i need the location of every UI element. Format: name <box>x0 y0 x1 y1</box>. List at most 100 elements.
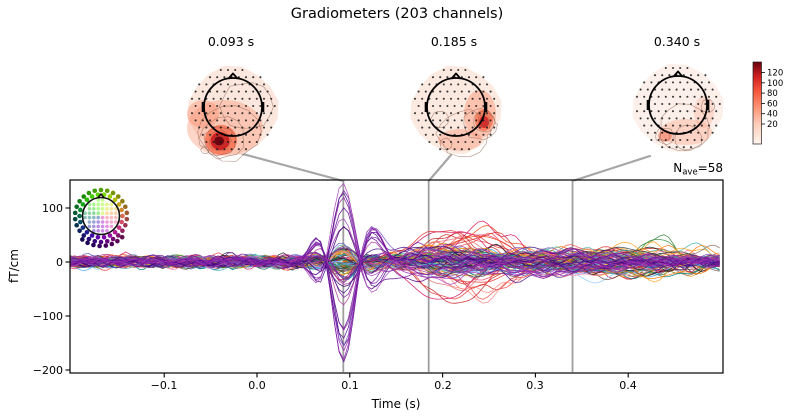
sensor-dot <box>700 81 703 84</box>
sensor-dot <box>664 138 667 142</box>
sensor-dot <box>485 112 489 115</box>
sensor-dot <box>471 97 474 100</box>
sensor-dot <box>693 138 696 142</box>
legend-sensor-dot <box>83 215 87 220</box>
sensor-dot <box>223 90 226 93</box>
sensor-dot <box>226 83 230 86</box>
sensor-dot <box>679 138 682 142</box>
sensor-dot <box>212 112 215 115</box>
legend-sensor-dot <box>80 202 86 207</box>
sensor-dot <box>457 140 460 144</box>
legend-sensor-dot <box>78 219 83 225</box>
sensor-dot <box>190 112 194 115</box>
sensor-dot <box>244 148 248 151</box>
sensor-dot <box>704 131 707 134</box>
legend-sensor-dot <box>91 242 96 248</box>
y-tick-label: 0 <box>56 256 63 269</box>
sensor-dot <box>223 148 226 151</box>
sensor-dot <box>679 95 682 98</box>
topomap-sensor-dots <box>635 66 721 149</box>
legend-sensor-dot <box>100 202 105 207</box>
sensor-dot <box>421 112 424 115</box>
legend-sensor-dot <box>116 202 122 207</box>
sensor-dot <box>442 140 445 144</box>
colorbar-tick-label: 20 <box>767 120 778 130</box>
sensor-dot <box>668 102 671 106</box>
legend-sensor-dot <box>115 194 121 199</box>
sensor-dot <box>675 88 678 91</box>
sensor-dot <box>686 110 689 113</box>
x-tick-label: 0.4 <box>619 379 637 392</box>
topomap-contour <box>701 99 715 113</box>
sensor-dot <box>485 83 489 86</box>
legend-sensor-dot <box>96 220 100 224</box>
sensor-dot <box>643 110 646 113</box>
sensor-dot <box>689 117 693 120</box>
sensor-dot <box>198 83 201 86</box>
legend-sensor-dot <box>87 207 92 211</box>
sensor-dot <box>244 104 248 108</box>
sensor-dot <box>707 81 711 84</box>
y-tick-label: −200 <box>33 364 63 377</box>
sensor-dot <box>431 119 435 122</box>
sensor-dot <box>273 104 276 108</box>
sensor-dot <box>650 110 653 113</box>
legend-sensor-dot <box>104 188 110 194</box>
sensor-dot <box>646 88 649 91</box>
sensor-dot <box>475 104 478 108</box>
sensor-dot <box>646 131 649 134</box>
sensor-dot <box>482 104 485 108</box>
sensor-dot <box>675 146 678 149</box>
sensor-dot <box>467 119 471 122</box>
sensor-dot <box>248 140 251 144</box>
sensor-dot <box>442 83 445 86</box>
sensor-dot <box>237 119 240 122</box>
sensor-dot <box>237 104 240 108</box>
sensor-dot <box>194 90 197 93</box>
legend-sensor-dot <box>114 215 118 220</box>
sensor-dot <box>226 97 230 100</box>
sensor-dot <box>693 124 696 127</box>
sensor-dot <box>234 83 237 86</box>
legend-sensor-dot <box>81 194 87 199</box>
sensor-dot <box>219 126 222 129</box>
sensor-dot <box>475 119 478 122</box>
sensor-dot <box>431 76 435 79</box>
sensor-dot <box>686 81 689 84</box>
colorbar-ticks <box>761 72 765 125</box>
legend-sensor-dot <box>105 202 109 207</box>
sensor-dot <box>201 90 204 93</box>
sensor-dot <box>205 112 208 115</box>
x-tick-label: −0.1 <box>151 379 178 392</box>
topomap-sensor-dots <box>190 68 276 151</box>
sensor-dot <box>711 117 714 120</box>
sensor-dot <box>255 97 258 100</box>
legend-sensor-dot <box>89 233 95 238</box>
sensor-dot <box>664 81 667 84</box>
legend-sensor-dot <box>123 204 128 210</box>
sensor-dot <box>671 66 675 70</box>
sensor-dot <box>439 76 442 79</box>
sensor-dot <box>244 119 248 122</box>
sensor-dot <box>697 102 700 106</box>
sensor-dot <box>262 97 266 100</box>
sensor-dot <box>449 126 453 129</box>
sensor-dot <box>442 68 445 72</box>
sensor-dot <box>453 104 456 108</box>
legend-sensor-dot <box>80 225 86 230</box>
legend-sensor-dot <box>86 190 92 196</box>
sensor-dot <box>198 112 201 115</box>
sensor-dot <box>471 140 474 144</box>
axis-tick-marks <box>65 207 629 378</box>
sensor-dot <box>449 68 453 72</box>
sensor-dot <box>671 124 675 127</box>
sensor-dot <box>489 104 492 108</box>
sensor-dot <box>255 112 258 115</box>
sensor-dot <box>435 112 438 115</box>
topomap-contour <box>197 105 262 162</box>
legend-sensor-dot <box>92 202 96 207</box>
sensor-dot <box>234 68 237 72</box>
sensor-dot <box>697 88 700 91</box>
sensor-dot <box>643 95 646 98</box>
